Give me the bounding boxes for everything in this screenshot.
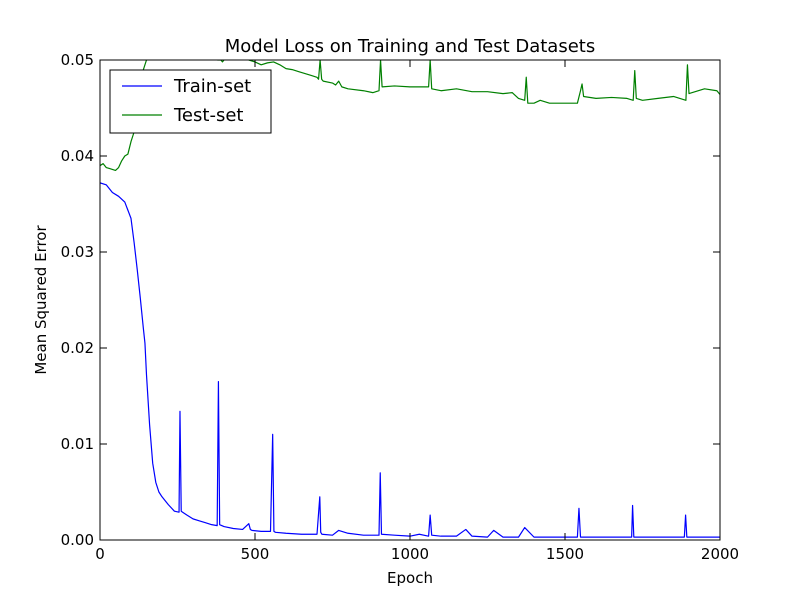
train-set-line — [100, 182, 720, 538]
test-set-line — [100, 60, 720, 171]
y-tick-label: 0.02 — [61, 339, 94, 357]
y-tick-label: 0.01 — [61, 435, 94, 453]
chart-title: Model Loss on Training and Test Datasets — [225, 36, 595, 57]
legend-train-set-label: Train-set — [173, 76, 251, 97]
y-axis-label: Mean Squared Error — [32, 225, 50, 375]
x-tick-label: 500 — [241, 545, 270, 563]
y-tick-label: 0.04 — [61, 147, 94, 165]
y-axis-ticks: 0.00 0.01 0.02 0.03 0.04 0.05 — [61, 51, 720, 549]
plot-area — [100, 60, 720, 540]
x-tick-label: 1500 — [546, 545, 584, 563]
legend: Train-set Test-set — [109, 69, 272, 134]
y-tick-label: 0.03 — [61, 243, 94, 261]
x-tick-label: 2000 — [701, 545, 739, 563]
x-axis-ticks: 0 500 1000 1500 2000 — [95, 60, 739, 563]
x-tick-label: 1000 — [391, 545, 429, 563]
y-tick-label: 0.00 — [61, 531, 94, 549]
legend-test-set-label: Test-set — [173, 105, 243, 126]
x-tick-label: 0 — [95, 545, 105, 563]
x-axis-label: Epoch — [387, 569, 433, 587]
legend-box — [109, 69, 272, 134]
y-tick-label: 0.05 — [61, 51, 94, 69]
